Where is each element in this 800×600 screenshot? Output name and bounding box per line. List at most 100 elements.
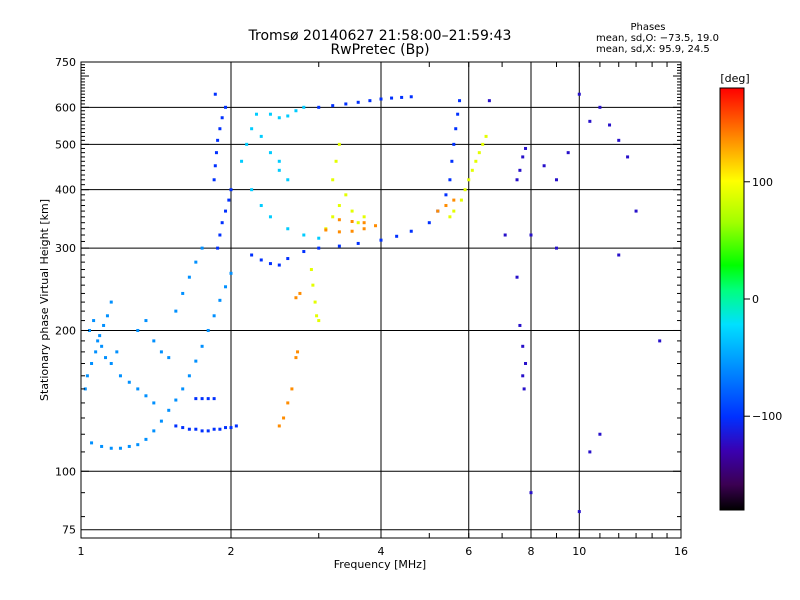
data-point — [344, 193, 348, 197]
data-point — [452, 142, 456, 146]
data-point — [477, 151, 481, 155]
data-point — [200, 344, 204, 348]
data-point — [337, 218, 341, 222]
data-point — [302, 105, 306, 109]
data-point — [144, 319, 148, 323]
data-point — [224, 209, 228, 213]
data-point — [444, 204, 448, 208]
data-point — [109, 446, 113, 450]
data-point — [254, 112, 258, 116]
data-point — [212, 427, 216, 431]
data-point — [294, 109, 298, 113]
data-point — [315, 314, 319, 318]
colorbar-tick-label: −100 — [752, 410, 782, 423]
data-point — [268, 151, 272, 155]
data-point — [400, 95, 404, 99]
data-point — [356, 241, 360, 245]
data-point — [356, 221, 360, 225]
data-point — [104, 356, 108, 360]
data-point — [85, 374, 89, 378]
data-point — [448, 178, 452, 182]
data-point — [458, 99, 462, 103]
data-point — [194, 427, 198, 431]
x-tick-label: 4 — [378, 545, 385, 558]
x-tick-label: 6 — [465, 545, 472, 558]
data-point — [598, 432, 602, 436]
data-point — [98, 334, 102, 338]
data-point — [174, 424, 178, 428]
x-tick-label: 2 — [228, 545, 235, 558]
data-point — [245, 142, 249, 146]
data-point — [313, 300, 317, 304]
data-point — [524, 361, 528, 365]
data-point — [234, 424, 238, 428]
data-point — [220, 221, 224, 225]
data-point — [317, 319, 321, 323]
data-point — [152, 429, 156, 433]
data-point — [362, 227, 366, 231]
data-point — [337, 230, 341, 234]
y-tick-label: 200 — [55, 324, 76, 337]
data-point — [467, 178, 471, 182]
phases-line-o: mean, sd,O: −73.5, 19.0 — [596, 33, 719, 44]
data-point — [368, 99, 372, 103]
x-axis-label: Frequency [MHz] — [334, 558, 426, 571]
data-point — [136, 328, 140, 332]
data-point — [212, 314, 216, 318]
data-point — [194, 359, 198, 363]
data-point — [436, 209, 440, 213]
data-point — [96, 339, 100, 343]
data-point — [324, 228, 328, 232]
data-point — [518, 323, 522, 327]
data-point — [444, 193, 448, 197]
y-tick-label: 75 — [62, 524, 76, 537]
data-point — [317, 105, 321, 109]
data-point — [608, 123, 612, 127]
data-point — [334, 159, 338, 163]
data-point — [577, 92, 581, 96]
data-point — [277, 116, 281, 120]
colorbar-tick-label: 0 — [752, 293, 759, 306]
data-point — [259, 134, 263, 138]
data-point — [311, 283, 315, 287]
data-point — [331, 215, 335, 219]
data-point — [521, 344, 525, 348]
data-point — [542, 164, 546, 168]
data-point — [337, 204, 341, 208]
data-point — [503, 233, 507, 237]
data-point — [200, 246, 204, 250]
data-point — [286, 114, 290, 118]
data-point — [227, 198, 231, 202]
data-point — [229, 271, 233, 275]
data-point — [194, 397, 198, 401]
colorbar-tick-label: 100 — [752, 176, 773, 189]
data-point — [181, 426, 185, 430]
data-point — [136, 387, 140, 391]
data-point — [167, 408, 171, 412]
data-point — [200, 397, 204, 401]
data-point — [454, 127, 458, 131]
data-point — [588, 450, 592, 454]
data-point — [87, 328, 91, 332]
data-point — [216, 246, 220, 250]
data-point — [487, 99, 491, 103]
data-point — [374, 224, 378, 228]
data-point — [206, 429, 210, 433]
data-point — [337, 142, 341, 146]
data-point — [187, 275, 191, 279]
data-point — [566, 151, 570, 155]
data-point — [213, 164, 217, 168]
data-point — [286, 178, 290, 182]
chart-title: Tromsø 20140627 21:58:00–21:59:43 — [248, 28, 512, 44]
data-point — [277, 424, 281, 428]
data-point — [115, 350, 119, 354]
data-point — [521, 155, 525, 159]
data-point — [331, 104, 335, 108]
data-point — [459, 198, 463, 202]
data-point — [350, 209, 354, 213]
data-point — [109, 300, 113, 304]
data-point — [286, 227, 290, 231]
data-point — [109, 361, 113, 365]
data-point — [159, 350, 163, 354]
data-point — [181, 291, 185, 295]
